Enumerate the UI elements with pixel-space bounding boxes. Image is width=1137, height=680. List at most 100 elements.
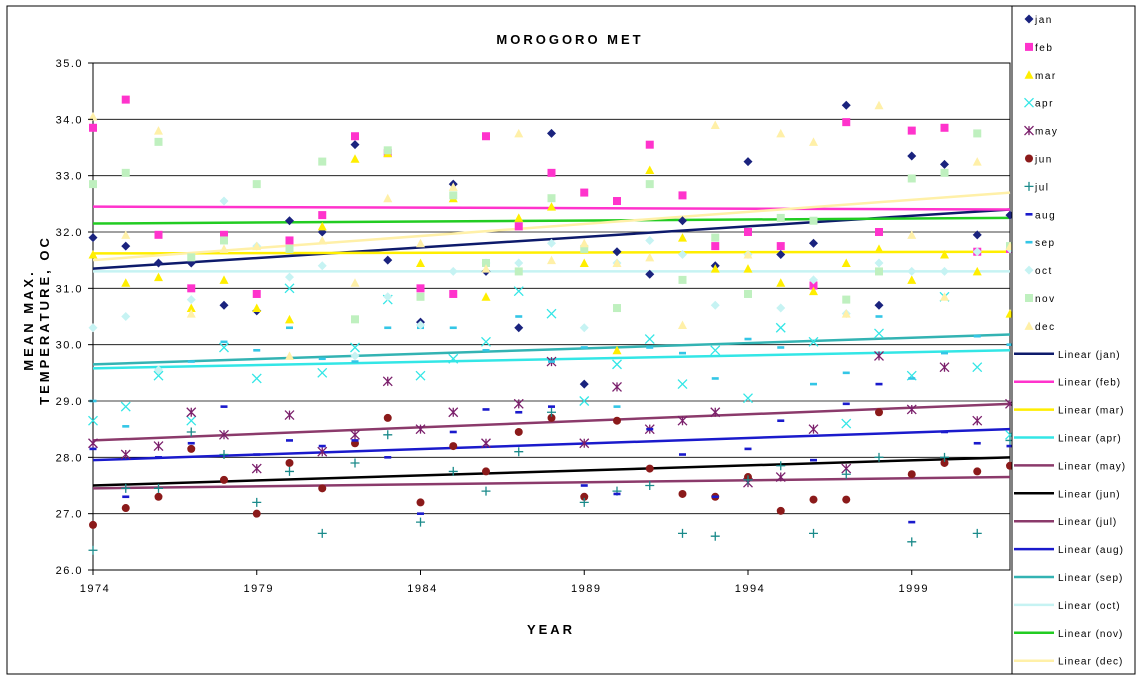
- legend-marker-apr: [1024, 97, 1034, 108]
- data-point-sep: [449, 326, 457, 330]
- legend-marker-oct: [1024, 265, 1034, 275]
- data-point-dec: [645, 252, 655, 262]
- y-tick-label: 32.0: [56, 227, 83, 239]
- x-axis-ticks: 1974 1979 1984 1989 1994 1999: [80, 570, 927, 595]
- data-point-oct: [219, 196, 229, 206]
- data-point-aug: [1006, 444, 1014, 448]
- data-point-aug: [908, 520, 916, 524]
- legend-label-trend: Linear (nov): [1058, 629, 1123, 640]
- trendline-linearmar: [92, 250, 1011, 255]
- data-point-dec: [154, 126, 163, 135]
- data-point-aug: [973, 441, 981, 445]
- data-point-oct: [88, 323, 98, 333]
- data-point-sep: [810, 382, 817, 386]
- data-point-dec: [841, 309, 851, 318]
- data-point-sep: [548, 360, 555, 363]
- data-point-nov: [482, 258, 490, 267]
- data-point-mar: [88, 250, 98, 259]
- data-point-sep: [1006, 343, 1014, 346]
- data-point-oct: [186, 295, 196, 305]
- legend-label-sep: sep: [1035, 238, 1056, 249]
- data-point-may: [710, 407, 721, 418]
- data-point-jan: [841, 100, 851, 110]
- data-point-apr: [350, 342, 360, 353]
- data-point-mar: [154, 272, 163, 282]
- data-point-nov: [252, 180, 261, 189]
- x-axis-label: YEAR: [527, 622, 575, 637]
- data-point-sep: [122, 425, 130, 428]
- data-point-nov: [678, 275, 687, 284]
- data-point-apr: [251, 373, 262, 384]
- data-point-may: [186, 407, 197, 418]
- data-point-feb: [580, 188, 589, 197]
- data-point-aug: [646, 427, 654, 431]
- data-point-aug: [449, 430, 457, 434]
- trendline-linearjun: [92, 456, 1011, 487]
- data-point-jan: [88, 233, 98, 243]
- y-tick-label: 27.0: [56, 509, 83, 521]
- legend-label-nov: nov: [1035, 294, 1056, 305]
- y-tick-label: 29.0: [56, 396, 83, 408]
- data-point-nov: [645, 180, 654, 189]
- data-point-nov: [318, 157, 327, 166]
- data-point-feb: [842, 118, 851, 127]
- data-point-apr: [317, 367, 328, 378]
- data-point-jan: [776, 250, 786, 260]
- data-point-sep: [351, 360, 359, 363]
- data-point-dec: [317, 235, 327, 245]
- data-point-aug: [122, 495, 130, 499]
- data-point-jul: [121, 483, 131, 493]
- legend-label-jan: jan: [1034, 15, 1053, 26]
- data-point-sep: [286, 326, 293, 330]
- data-point-oct: [907, 266, 917, 276]
- data-point-jan: [678, 216, 687, 226]
- data-point-jul: [907, 537, 917, 547]
- data-point-may: [513, 398, 524, 409]
- data-point-feb: [154, 230, 163, 239]
- data-point-oct: [121, 312, 131, 321]
- legend-box: [1011, 5, 1136, 675]
- data-point-dec: [809, 137, 818, 146]
- data-point-jun: [318, 484, 327, 493]
- data-point-jul: [972, 528, 982, 538]
- data-point-jul: [743, 475, 753, 485]
- data-point-may: [251, 463, 262, 474]
- data-point-may: [415, 424, 426, 435]
- legend-marker-jul: [1024, 181, 1034, 191]
- data-point-jul: [940, 452, 949, 462]
- data-point-jun: [416, 498, 425, 507]
- data-point-jan: [940, 159, 949, 169]
- data-point-sep: [187, 360, 195, 363]
- data-point-mar: [841, 258, 851, 267]
- data-point-dec: [547, 255, 556, 265]
- data-point-nov: [809, 216, 818, 225]
- data-point-jun: [514, 427, 523, 436]
- legend-label-trend: Linear (feb): [1058, 378, 1121, 389]
- data-point-jul: [154, 483, 163, 493]
- data-point-mar: [121, 278, 131, 287]
- legend-marker-sep: [1025, 240, 1033, 244]
- data-point-jul: [350, 458, 360, 468]
- data-point-feb: [285, 236, 294, 245]
- data-point-dec: [350, 278, 360, 287]
- data-point-mar: [907, 275, 917, 284]
- data-point-jun: [383, 413, 392, 422]
- data-point-jul: [776, 461, 786, 471]
- data-point-dec: [252, 241, 262, 251]
- y-tick-label: 26.0: [56, 565, 83, 577]
- data-point-jun: [613, 416, 621, 425]
- data-point-aug: [187, 441, 195, 445]
- data-point-jan: [154, 258, 163, 268]
- data-point-feb: [318, 211, 327, 220]
- data-point-nov: [351, 315, 359, 324]
- chart-title: MOROGORO MET: [496, 32, 643, 47]
- data-point-jan: [809, 238, 818, 248]
- data-point-jul: [481, 486, 491, 496]
- data-point-may: [972, 415, 983, 426]
- data-point-sep: [220, 340, 228, 344]
- data-point-nov: [449, 191, 458, 200]
- data-point-aug: [744, 447, 752, 451]
- legend-marker-jan: [1024, 14, 1034, 24]
- data-point-sep: [482, 349, 490, 352]
